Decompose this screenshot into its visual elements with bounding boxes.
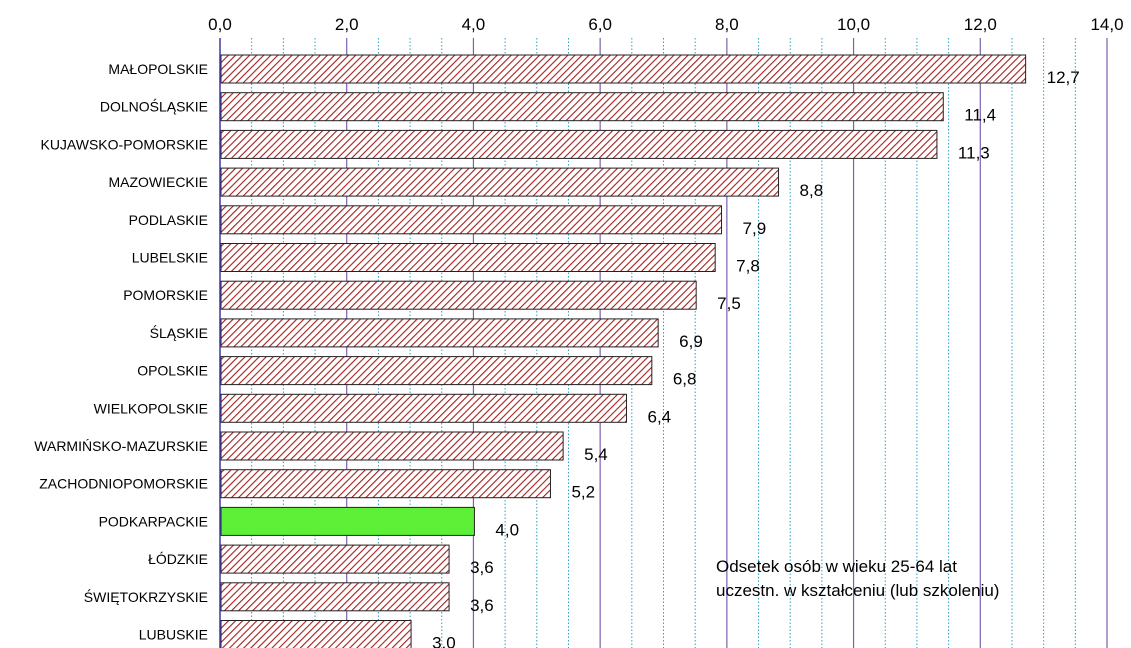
- category-label: PODLASKIE: [129, 212, 208, 228]
- x-tick-label: 12,0: [964, 15, 997, 34]
- bar-value-label: 11,3: [958, 143, 990, 162]
- category-label: POMORSKIE: [123, 287, 208, 303]
- x-tick-label: 8,0: [715, 15, 739, 34]
- bar: [220, 167, 780, 197]
- bar: [220, 356, 653, 386]
- bar: [220, 92, 944, 122]
- x-tick-label: 14,0: [1090, 15, 1123, 34]
- x-axis-ticks: 0,0 2,0 4,0 6,0 8,0 10,0 12,0 14,0: [208, 15, 1123, 34]
- bar-value-label: 6,4: [647, 407, 671, 426]
- bar-value-label: 12,7: [1047, 68, 1080, 87]
- bar: [220, 582, 450, 612]
- bar: [220, 544, 450, 574]
- bar-value-label: 7,8: [736, 257, 760, 276]
- bar: [220, 54, 1027, 84]
- category-label: LUBELSKIE: [132, 250, 208, 266]
- category-label: KUJAWSKO-POMORSKIE: [40, 136, 208, 152]
- category-labels: MAŁOPOLSKIE DOLNOŚLĄSKIE KUJAWSKO-POMORSKI…: [34, 61, 208, 643]
- bar: [220, 620, 412, 648]
- bar-value-label: 8,8: [800, 181, 824, 200]
- category-label: ŁÓDZKIE: [148, 551, 208, 567]
- bar-value-label: 5,2: [571, 483, 595, 502]
- bar: [220, 393, 627, 423]
- category-label: ZACHODNIOPOMORSKIE: [39, 476, 208, 492]
- bar-value-label: 5,4: [584, 445, 608, 464]
- annotation-line-2: uczestn. w kształceniu (lub szkoleniu): [716, 581, 999, 600]
- category-label: MAZOWIECKIE: [108, 174, 208, 190]
- category-label: WIELKOPOLSKIE: [94, 400, 208, 416]
- bar: [220, 469, 551, 499]
- bar-value-label: 4,0: [495, 520, 519, 539]
- category-label: PODKARPACKIE: [99, 513, 208, 529]
- bar: [220, 129, 938, 159]
- category-label: LUBUSKIE: [139, 627, 208, 643]
- bar-value-label: 7,9: [743, 219, 767, 238]
- bar: [220, 431, 564, 461]
- bar: [220, 280, 697, 310]
- bar: [220, 205, 723, 235]
- x-tick-label: 0,0: [208, 15, 232, 34]
- bar-value-label: 3,6: [470, 558, 494, 577]
- annotation-line-1: Odsetek osób w wieku 25-64 lat: [716, 557, 957, 576]
- bar-value-label: 6,9: [679, 332, 703, 351]
- x-tick-label: 4,0: [462, 15, 486, 34]
- category-label: ŚWIĘTOKRZYSKIE: [84, 588, 208, 605]
- bar-highlighted: [220, 506, 475, 536]
- x-tick-label: 2,0: [335, 15, 359, 34]
- category-label: OPOLSKIE: [137, 363, 208, 379]
- category-label: WARMIŃSKO-MAZURSKIE: [34, 438, 208, 454]
- category-label: DOLNOŚLĄSKIE: [100, 98, 208, 115]
- bars: [220, 54, 1027, 648]
- bar-value-label: 3,0: [432, 634, 456, 648]
- value-labels: 12,7 11,4 11,3 8,8 7,9 7,8 7,5 6,9 6,86,4 5,4 5,2 4…: [432, 68, 1080, 648]
- x-tick-label: 6,0: [588, 15, 612, 34]
- category-label: ŚLĄSKIE: [150, 324, 208, 341]
- x-tick-label: 10,0: [837, 15, 870, 34]
- bar-value-label: 7,5: [717, 294, 741, 313]
- bar-value-label: 6,8: [673, 370, 697, 389]
- bar-value-label: 3,6: [470, 596, 494, 615]
- bar: [220, 318, 659, 348]
- bar: [220, 243, 716, 272]
- category-label: MAŁOPOLSKIE: [108, 61, 208, 77]
- bar-value-label: 11,4: [964, 106, 996, 125]
